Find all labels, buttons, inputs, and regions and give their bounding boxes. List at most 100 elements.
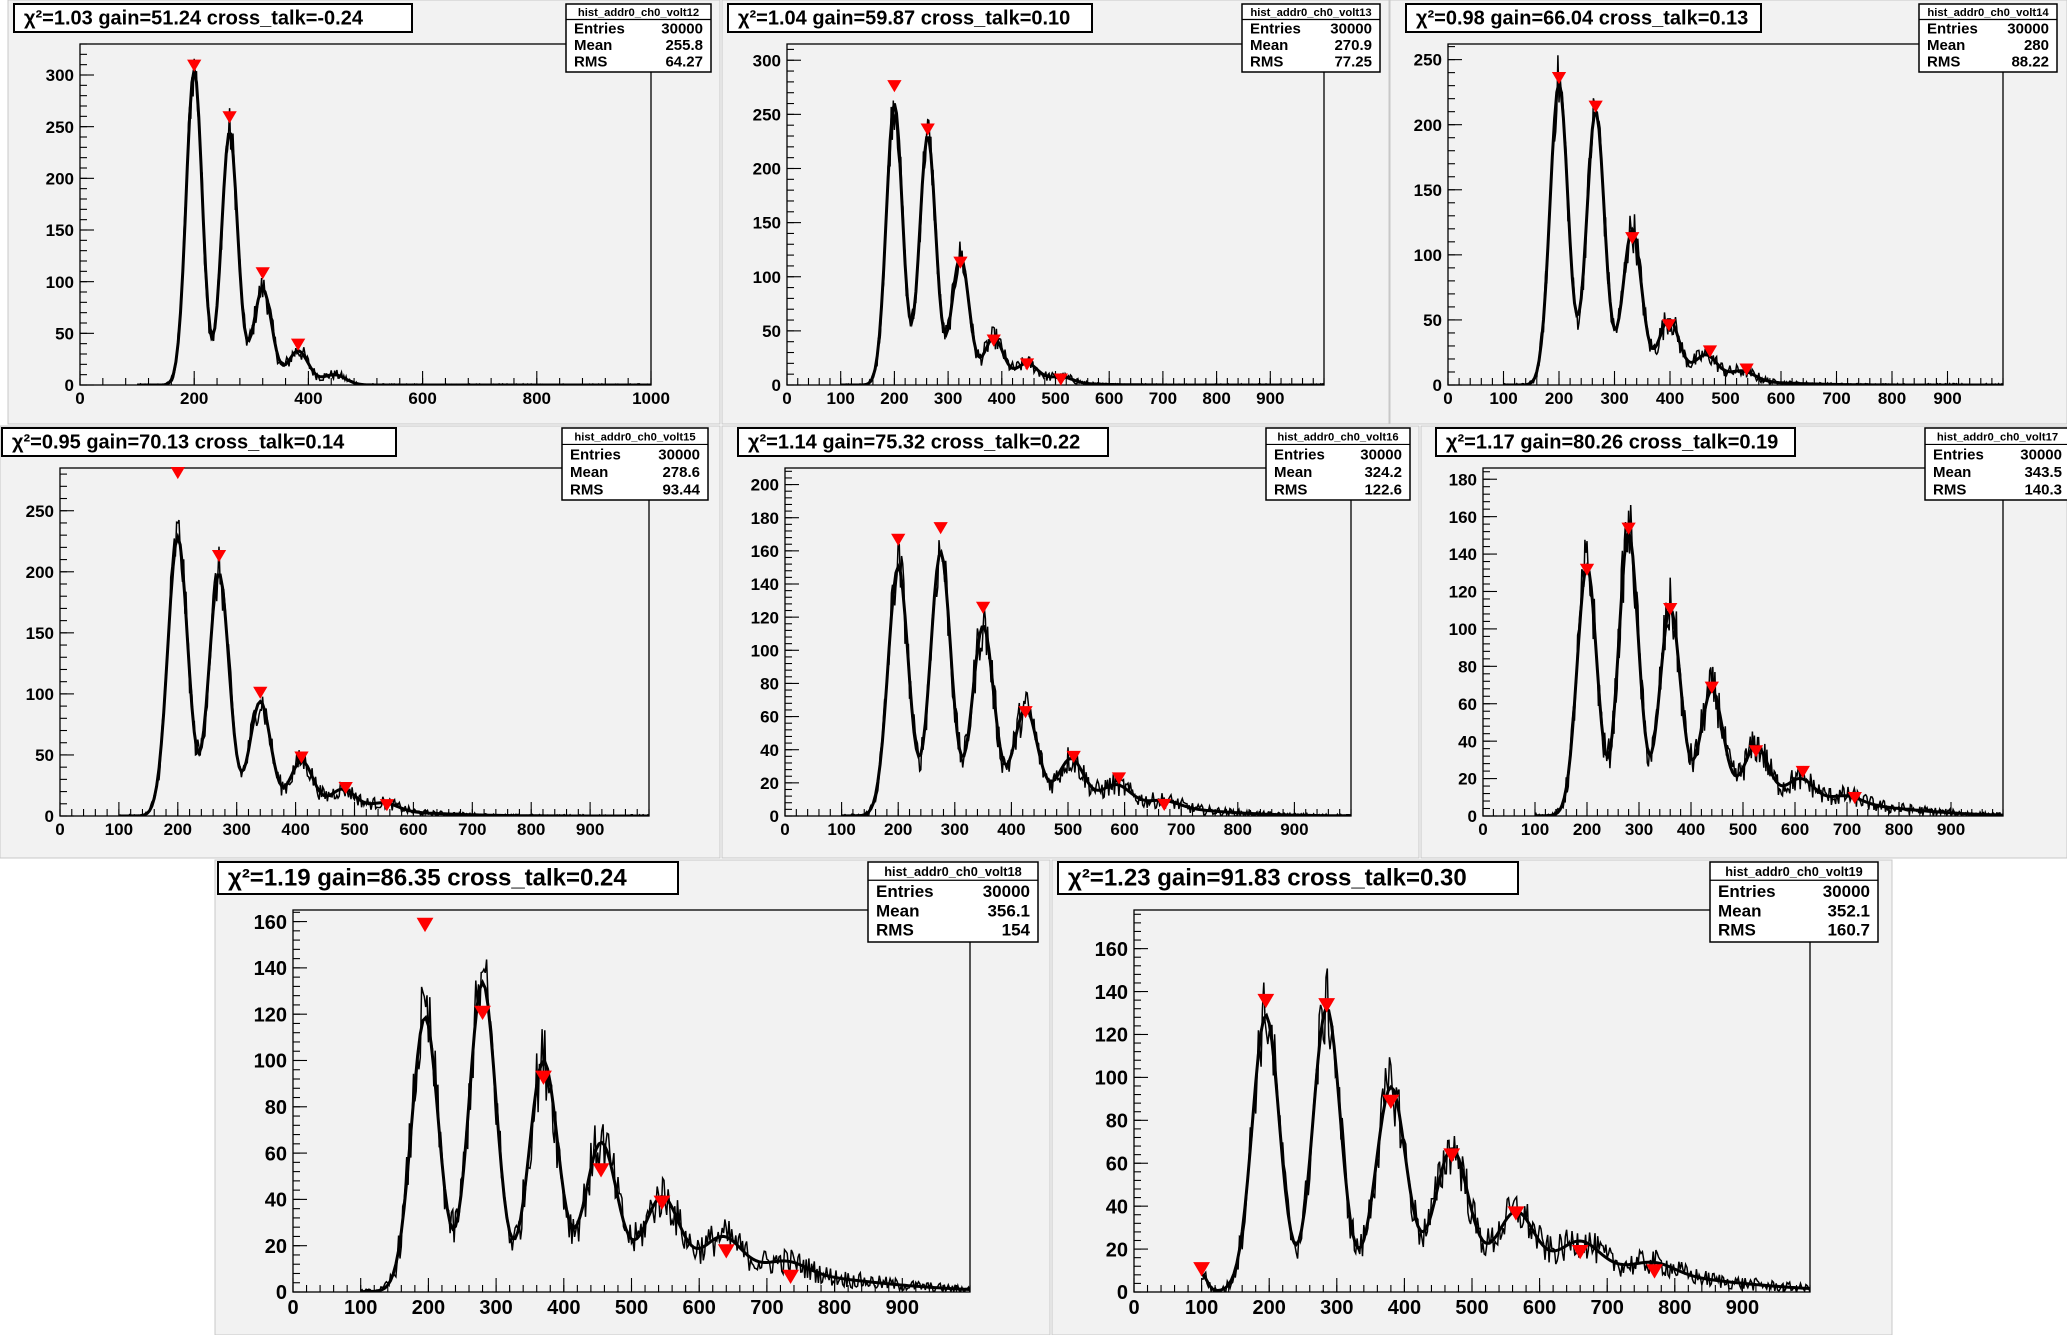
histogram-panel: 0 50 100 150 200 250 0 100 200 300 400 500 600 700 800… xyxy=(1389,0,2067,425)
stats-value: 280 xyxy=(2024,37,2049,54)
stats-name: hist_addr0_ch0_volt14 xyxy=(1927,7,2049,19)
fit-curve xyxy=(841,548,1351,816)
y-tick-label: 50 xyxy=(35,746,54,765)
x-tick-label: 200 xyxy=(1573,820,1601,839)
y-tick-label: 20 xyxy=(760,774,779,793)
stats-box xyxy=(565,3,712,73)
stats-box xyxy=(1918,3,2058,73)
histogram-panel: 0 20 40 60 80 100 120 140 160 0 100 200 300 400 500 600… xyxy=(214,859,1051,1335)
x-tick-label: 200 xyxy=(884,820,912,839)
x-tick-label: 0 xyxy=(782,389,791,408)
peak-marker xyxy=(653,1195,671,1210)
stats-value: 30000 xyxy=(2007,21,2049,38)
peak-marker xyxy=(1621,522,1636,535)
histogram-panel: 0 20 40 60 80 100 120 140 160 180 200 0 100 200 300 400… xyxy=(721,425,1420,859)
y-tick-label: 250 xyxy=(46,118,74,137)
stats-value: 77.25 xyxy=(1334,54,1372,71)
y-tick-label: 40 xyxy=(760,741,779,760)
stats-label: Mean xyxy=(574,37,612,54)
peak-marker xyxy=(222,111,237,124)
stats-label: Mean xyxy=(876,901,919,920)
x-tick-label: 300 xyxy=(1320,1297,1353,1319)
histogram-panel: 0 50 100 150 200 250 300 0 100 200 300 400 500 600 700… xyxy=(721,0,1390,425)
stats-label: Mean xyxy=(1718,901,1761,920)
fit-curve xyxy=(1535,528,2003,816)
title-box xyxy=(1057,861,1519,895)
peak-marker xyxy=(1661,319,1677,332)
stats-label: RMS xyxy=(1933,481,1966,498)
plot-area xyxy=(1482,467,2004,817)
stats-label: Entries xyxy=(876,882,934,901)
y-tick-label: 100 xyxy=(751,641,779,660)
x-tick-label: 300 xyxy=(223,820,251,839)
stats-box xyxy=(1924,427,2067,501)
y-tick-label: 140 xyxy=(1095,982,1128,1004)
y-tick-label: 150 xyxy=(1414,181,1442,200)
x-tick-label: 200 xyxy=(164,820,192,839)
x-tick-label: 800 xyxy=(818,1297,851,1319)
stats-label: Mean xyxy=(1933,464,1971,481)
x-tick-label: 800 xyxy=(523,389,551,408)
stats-value: 140.3 xyxy=(2024,481,2062,498)
y-tick-label: 60 xyxy=(760,708,779,727)
x-tick-label: 400 xyxy=(1656,389,1684,408)
y-tick-label: 0 xyxy=(65,376,74,395)
x-tick-label: 600 xyxy=(683,1297,716,1319)
y-tick-label: 40 xyxy=(1106,1196,1128,1218)
plot-area xyxy=(292,909,971,1293)
y-tick-label: 0 xyxy=(772,376,781,395)
histogram-panel: 0 50 100 150 200 250 0 100 200 300 400 500 600 700 800… xyxy=(0,425,721,859)
stats-label: Entries xyxy=(1250,21,1301,38)
peak-marker xyxy=(592,1163,610,1178)
peak-marker xyxy=(1018,706,1033,719)
y-tick-label: 140 xyxy=(1449,545,1477,564)
x-tick-label: 0 xyxy=(1478,820,1487,839)
peak-marker xyxy=(1625,232,1640,245)
x-tick-label: 300 xyxy=(479,1297,512,1319)
x-tick-label: 600 xyxy=(1767,389,1795,408)
peak-marker xyxy=(211,549,227,563)
peak-marker xyxy=(1382,1094,1400,1110)
plot-area xyxy=(59,467,650,817)
y-tick-label: 0 xyxy=(276,1282,287,1304)
x-tick-label: 600 xyxy=(399,820,427,839)
x-tick-label: 100 xyxy=(1489,389,1517,408)
x-tick-label: 800 xyxy=(1224,820,1252,839)
x-tick-label: 600 xyxy=(1781,820,1809,839)
peak-marker xyxy=(1847,792,1862,805)
stats-value: 30000 xyxy=(2020,446,2062,463)
y-tick-label: 40 xyxy=(1458,732,1477,751)
x-tick-label: 600 xyxy=(1095,389,1123,408)
x-tick-label: 900 xyxy=(1933,389,1961,408)
stats-box xyxy=(1241,3,1381,73)
y-tick-label: 100 xyxy=(753,268,781,287)
peak-marker xyxy=(1257,993,1275,1009)
x-tick-label: 0 xyxy=(75,389,84,408)
stats-box xyxy=(561,427,709,501)
x-tick-label: 1000 xyxy=(632,389,670,408)
y-tick-label: 160 xyxy=(1449,508,1477,527)
x-tick-label: 800 xyxy=(1658,1297,1691,1319)
x-tick-label: 600 xyxy=(408,389,436,408)
histogram-panel: 0 50 100 150 200 250 300 0 200 400 600 800 1000 χ²=1.… xyxy=(7,0,721,425)
stats-box xyxy=(1709,861,1879,943)
x-tick-label: 0 xyxy=(55,820,64,839)
y-tick-label: 20 xyxy=(1458,770,1477,789)
peak-marker xyxy=(1157,798,1172,812)
stats-value: 30000 xyxy=(983,882,1030,901)
x-tick-label: 400 xyxy=(988,389,1016,408)
y-tick-label: 40 xyxy=(265,1190,287,1212)
x-tick-label: 0 xyxy=(1443,389,1452,408)
y-tick-label: 0 xyxy=(1468,807,1477,826)
stats-value: 255.8 xyxy=(665,37,703,54)
stats-label: RMS xyxy=(876,921,914,940)
x-tick-label: 300 xyxy=(934,389,962,408)
stats-value: 30000 xyxy=(1823,882,1870,901)
y-tick-label: 60 xyxy=(265,1143,287,1165)
stats-name: hist_addr0_ch0_volt17 xyxy=(1937,432,2058,444)
peak-marker xyxy=(1588,100,1603,113)
x-tick-label: 500 xyxy=(340,820,368,839)
x-tick-label: 200 xyxy=(180,389,208,408)
peak-marker xyxy=(1663,603,1678,616)
title-box xyxy=(217,861,679,895)
